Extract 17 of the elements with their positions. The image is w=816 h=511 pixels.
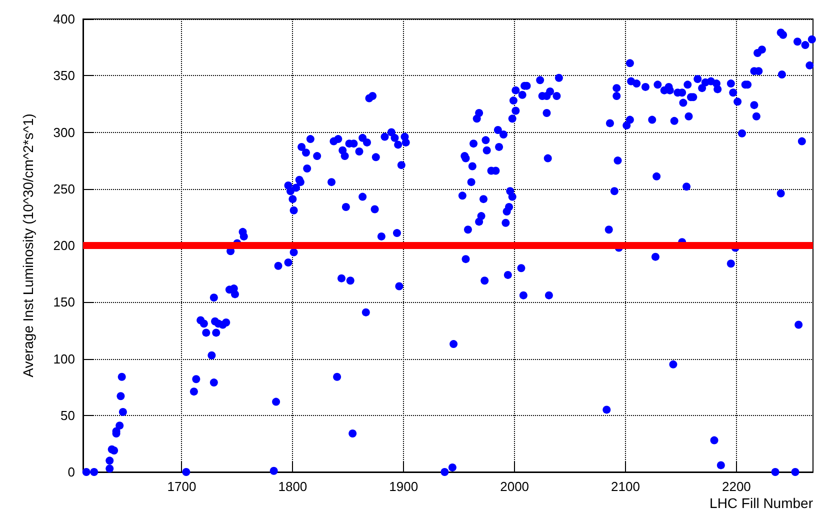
- x-tick-label: 1900: [389, 479, 418, 494]
- y-tick-label: 50: [60, 408, 75, 423]
- x-axis-title: LHC Fill Number: [710, 495, 814, 511]
- y-tick-label: 300: [53, 124, 75, 140]
- y-tick-label: 150: [53, 294, 75, 310]
- y-tick-label: 100: [53, 351, 75, 366]
- y-tick-label: 400: [53, 12, 75, 26]
- x-tick-label: 1700: [167, 479, 196, 494]
- x-tick-label: 2100: [611, 479, 640, 494]
- x-tick-label: 2200: [722, 479, 751, 494]
- y-tick-label: 250: [53, 181, 75, 196]
- x-tick-label: 2000: [500, 479, 530, 494]
- y-tick-label: 200: [53, 238, 75, 253]
- x-tick-label: 1800: [278, 479, 308, 494]
- y-axis-title: Average Inst Luminosity (10^30/cm^2*s^1): [20, 114, 36, 378]
- y-tick-label: 0: [68, 464, 75, 480]
- y-tick-label: 350: [53, 68, 75, 84]
